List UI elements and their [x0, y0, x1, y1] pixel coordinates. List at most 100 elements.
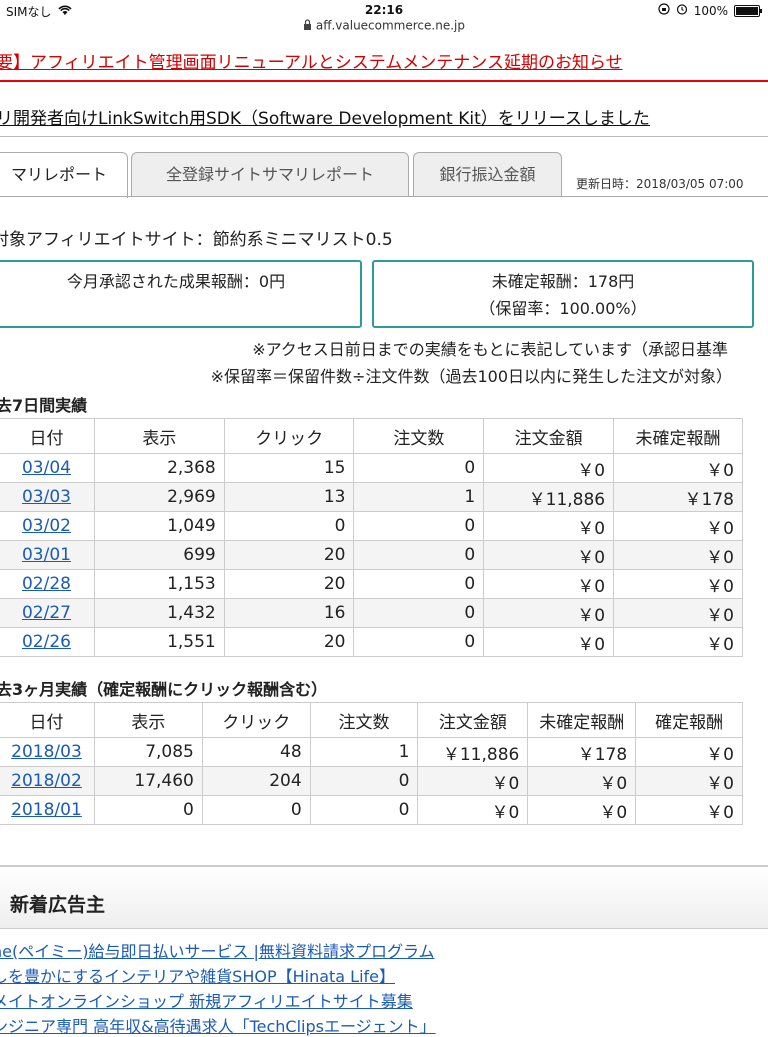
cell: ￥0: [613, 569, 743, 599]
advertiser-link[interactable]: メイトオンラインショップ 新規アフィリエイトサイト募集: [0, 992, 413, 1011]
notice-divider: [0, 80, 768, 82]
orientation-lock-icon: [658, 3, 670, 18]
tab-bank-transfer[interactable]: 銀行振込金額: [413, 152, 562, 197]
tabs-baseline: [0, 196, 768, 197]
cell: 15: [223, 453, 355, 483]
cell: ￥0: [483, 627, 615, 657]
table-header-row: 日付 表示 クリック 注文数 注文金額 未確定報酬 確定報酬: [0, 702, 743, 738]
cell: 0: [93, 795, 203, 825]
cell: ￥0: [527, 795, 637, 825]
table-row: 03/01 699 20 0 ￥0 ￥0: [0, 540, 743, 570]
cell: 0: [309, 795, 419, 825]
tab-all-sites-summary[interactable]: 全登録サイトサマリレポート: [131, 152, 409, 197]
cell: ￥11,886: [483, 482, 615, 512]
cell: 20: [223, 627, 355, 657]
cell: 20: [223, 569, 355, 599]
lock-icon: [303, 18, 316, 33]
cell: ￥0: [527, 766, 637, 796]
col-date: 日付: [0, 702, 95, 738]
cell: 0: [353, 598, 485, 628]
target-site-title: 対象アフィリエイトサイト：節約系ミニマリスト0.5: [0, 230, 393, 250]
advertiser-link[interactable]: しを豊かにするインテリアや雑貨SHOP【Hinata Life】: [0, 967, 396, 986]
cell: 2,969: [93, 482, 225, 512]
note-access-basis: ※アクセス日前日までの実績をもとに表記しています（承認日基準: [252, 340, 728, 359]
cell: 0: [309, 766, 419, 796]
battery-icon: [734, 4, 762, 17]
col-order-amount: 注文金額: [483, 418, 615, 454]
date-link[interactable]: 03/02: [21, 516, 71, 536]
clock: 22:16: [364, 3, 404, 17]
cell: ￥0: [613, 540, 743, 570]
cell: 17,460: [93, 766, 203, 796]
table-row: 02/28 1,153 20 0 ￥0 ￥0: [0, 569, 743, 599]
table-row: 03/04 2,368 15 0 ￥0 ￥0: [0, 453, 743, 483]
cell: 1,432: [93, 598, 225, 628]
cell: 0: [353, 627, 485, 657]
col-clicks: クリック: [223, 418, 355, 454]
date-link[interactable]: 03/04: [21, 458, 71, 478]
month-link[interactable]: 2018/03: [11, 742, 82, 762]
notice-link-maintenance[interactable]: 要】アフィリエイト管理画面リニューアルとシステムメンテナンス延期のお知らせ: [0, 53, 623, 73]
advertiser-link[interactable]: ne(ペイミー)給与即日払いサービス |無料資料請求プログラム: [0, 942, 435, 961]
cell: ￥178: [527, 737, 637, 767]
cell: ￥0: [483, 598, 615, 628]
table-header-row: 日付 表示 クリック 注文数 注文金額 未確定報酬: [0, 418, 743, 454]
col-impressions: 表示: [93, 702, 203, 738]
cell: 0: [201, 795, 311, 825]
cell: 2,368: [93, 453, 225, 483]
cell: ￥0: [613, 511, 743, 541]
table-row: 2018/03 7,085 48 1 ￥11,886 ￥178 ￥0: [0, 737, 743, 767]
notice-link-sdk[interactable]: リ開発者向けLinkSwitch用SDK（Software Developmen…: [0, 109, 650, 129]
carrier-label: SIMなし: [6, 5, 52, 19]
cell: ￥0: [613, 453, 743, 483]
tab-summary-report[interactable]: マリレポート: [0, 152, 128, 198]
cell: ￥0: [635, 795, 743, 825]
divider: [0, 136, 768, 137]
note-hold-rate: ※保留率＝保留件数÷注文件数（過去100日以内に発生した注文が対象）: [210, 367, 732, 386]
date-link[interactable]: 02/26: [21, 632, 71, 652]
table-row: 03/02 1,049 0 0 ￥0 ￥0: [0, 511, 743, 541]
cell: 0: [353, 569, 485, 599]
cell: 1,049: [93, 511, 225, 541]
unconfirmed-reward-box: 未確定報酬：178円 （保留率：100.00%）: [372, 260, 754, 328]
month-link[interactable]: 2018/01: [11, 800, 82, 820]
weekly-section-title: 去7日間実績: [0, 396, 88, 415]
section-divider: [0, 865, 768, 867]
cell: 16: [223, 598, 355, 628]
date-link[interactable]: 03/03: [21, 487, 71, 507]
cell: 7,085: [93, 737, 203, 767]
cell: 1: [353, 482, 485, 512]
cell: 1: [309, 737, 419, 767]
cell: ￥0: [483, 569, 615, 599]
month-link[interactable]: 2018/02: [11, 771, 82, 791]
unconfirmed-reward-text: 未確定報酬：178円: [491, 272, 635, 291]
col-orders: 注文数: [353, 418, 485, 454]
col-date: 日付: [0, 418, 95, 454]
date-link[interactable]: 02/27: [21, 603, 71, 623]
table-row: 02/26 1,551 20 0 ￥0 ￥0: [0, 627, 743, 657]
address-bar[interactable]: aff.valuecommerce.ne.jp: [0, 18, 768, 38]
cell: ￥0: [417, 795, 529, 825]
monthly-section-title: 去3ヶ月実績（確定報酬にクリック報酬含む）: [0, 680, 328, 699]
cell: 1,551: [93, 627, 225, 657]
new-advertisers-title: 新着広告主: [10, 894, 106, 916]
wifi-icon: [57, 4, 72, 19]
col-order-amount: 注文金額: [417, 702, 529, 738]
battery-percent: 100%: [693, 3, 728, 18]
cell: ￥0: [635, 737, 743, 767]
cell: 0: [353, 511, 485, 541]
cell: ￥0: [613, 627, 743, 657]
cell: 0: [353, 453, 485, 483]
monthly-table: 日付 表示 クリック 注文数 注文金額 未確定報酬 確定報酬 2018/03 7,…: [0, 702, 743, 825]
col-orders: 注文数: [309, 702, 419, 738]
advertiser-link[interactable]: ンジニア専門 高年収&高待遇求人「TechClipsエージェント」: [0, 1017, 436, 1036]
date-link[interactable]: 03/01: [21, 545, 71, 565]
cell: 0: [223, 511, 355, 541]
weekly-table: 日付 表示 クリック 注文数 注文金額 未確定報酬 03/04 2,368 15 0 ￥…: [0, 418, 743, 657]
table-row: 2018/01 0 0 0 ￥0 ￥0 ￥0: [0, 795, 743, 825]
cell: ￥0: [613, 598, 743, 628]
col-unconfirmed-reward: 未確定報酬: [527, 702, 637, 738]
cell: ￥0: [417, 766, 529, 796]
cell: ￥178: [613, 482, 743, 512]
date-link[interactable]: 02/28: [21, 574, 71, 594]
